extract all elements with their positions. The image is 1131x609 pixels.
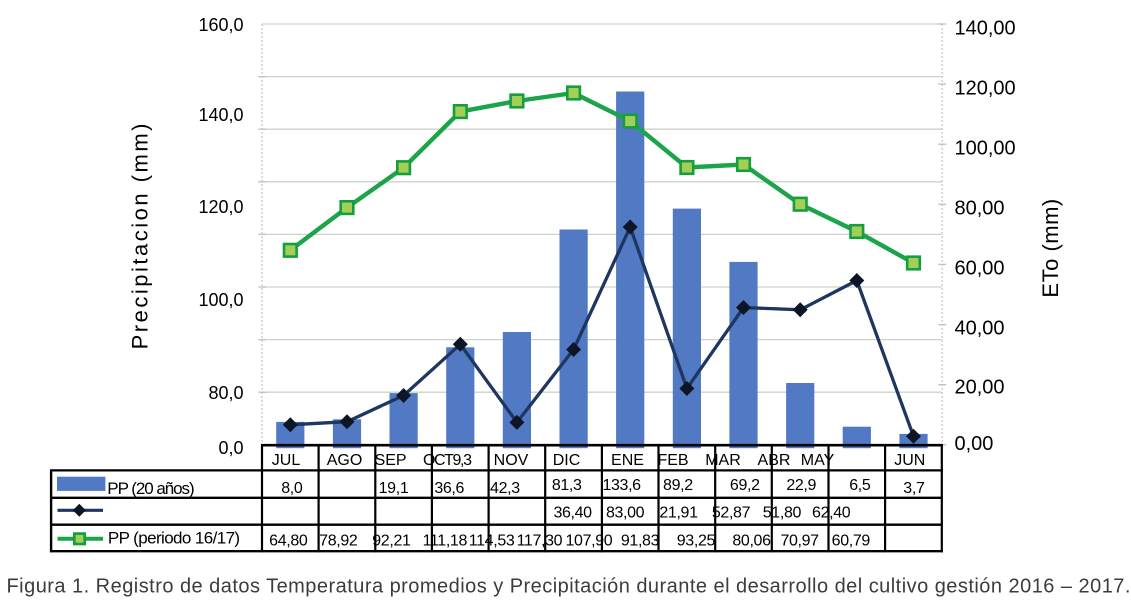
svg-text:ABR: ABR bbox=[758, 452, 791, 469]
svg-text:OCT9,3: OCT9,3 bbox=[423, 452, 472, 469]
svg-text:FEB: FEB bbox=[657, 452, 688, 469]
svg-text:120,00: 120,00 bbox=[955, 77, 1016, 99]
svg-text:80,0: 80,0 bbox=[208, 383, 243, 403]
svg-text:91,83: 91,83 bbox=[621, 532, 660, 549]
svg-text:42,3: 42,3 bbox=[490, 480, 520, 497]
svg-text:AGO: AGO bbox=[327, 452, 363, 469]
svg-text:36,6: 36,6 bbox=[434, 480, 464, 497]
svg-text:Precipitacion (mm): Precipitacion (mm) bbox=[128, 121, 153, 349]
svg-text:107,90: 107,90 bbox=[565, 532, 612, 549]
svg-text:MAR: MAR bbox=[705, 452, 741, 469]
svg-text:52,87: 52,87 bbox=[712, 504, 751, 521]
svg-text:JUL: JUL bbox=[272, 452, 301, 469]
svg-text:Figura 1. Registro de datos Te: Figura 1. Registro de datos Temperatura … bbox=[7, 576, 1131, 598]
svg-text:64,80: 64,80 bbox=[269, 532, 308, 549]
svg-text:93,25: 93,25 bbox=[677, 532, 716, 549]
svg-text:69,2: 69,2 bbox=[730, 477, 760, 494]
svg-text:60,79: 60,79 bbox=[832, 532, 871, 549]
svg-text:40,00: 40,00 bbox=[955, 317, 1005, 339]
svg-text:ETo (mm): ETo (mm) bbox=[1038, 198, 1063, 297]
svg-text:SEP: SEP bbox=[375, 452, 407, 469]
svg-text:8,0: 8,0 bbox=[281, 480, 303, 497]
svg-text:140,00: 140,00 bbox=[955, 17, 1016, 39]
svg-text:83,00: 83,00 bbox=[606, 504, 645, 521]
svg-text:140,0: 140,0 bbox=[198, 105, 243, 125]
svg-text:62,40: 62,40 bbox=[812, 504, 851, 521]
svg-text:3,7: 3,7 bbox=[903, 480, 925, 497]
svg-text:51,80: 51,80 bbox=[763, 504, 802, 521]
svg-text:22,9: 22,9 bbox=[786, 477, 816, 494]
svg-text:100,0: 100,0 bbox=[198, 290, 243, 310]
svg-text:111,18: 111,18 bbox=[423, 532, 468, 549]
svg-text:0,0: 0,0 bbox=[218, 438, 243, 458]
svg-text:89,2: 89,2 bbox=[663, 477, 693, 494]
svg-text:DIC: DIC bbox=[553, 452, 581, 469]
svg-text:20,00: 20,00 bbox=[955, 376, 1005, 398]
svg-text:117,30: 117,30 bbox=[517, 532, 563, 549]
svg-text:6,5: 6,5 bbox=[849, 477, 871, 494]
svg-text:JUN: JUN bbox=[894, 452, 925, 469]
svg-text:PP (20 años): PP (20 años) bbox=[107, 479, 194, 498]
svg-text:133,6: 133,6 bbox=[602, 477, 641, 494]
svg-text:120,0: 120,0 bbox=[198, 197, 243, 217]
svg-text:60,00: 60,00 bbox=[955, 258, 1005, 280]
svg-text:36,40: 36,40 bbox=[553, 504, 592, 521]
svg-text:160,0: 160,0 bbox=[198, 15, 243, 35]
svg-text:21,91: 21,91 bbox=[659, 504, 698, 521]
svg-text:78,92: 78,92 bbox=[319, 532, 358, 549]
svg-text:19,1: 19,1 bbox=[379, 480, 409, 497]
svg-text:100,00: 100,00 bbox=[955, 137, 1016, 159]
svg-text:ENE: ENE bbox=[611, 452, 644, 469]
svg-text:70,97: 70,97 bbox=[780, 532, 819, 549]
svg-text:81,3: 81,3 bbox=[552, 477, 582, 494]
svg-text:80,06: 80,06 bbox=[732, 532, 771, 549]
svg-text:92,21: 92,21 bbox=[372, 532, 411, 549]
svg-text:0,00: 0,00 bbox=[955, 433, 994, 455]
svg-text:80,00: 80,00 bbox=[955, 197, 1005, 219]
svg-text:NOV: NOV bbox=[494, 452, 529, 469]
svg-text:114,53: 114,53 bbox=[469, 532, 515, 549]
svg-text:MAY: MAY bbox=[801, 452, 835, 469]
svg-text:PP (periodo 16/17): PP (periodo 16/17) bbox=[108, 528, 240, 547]
